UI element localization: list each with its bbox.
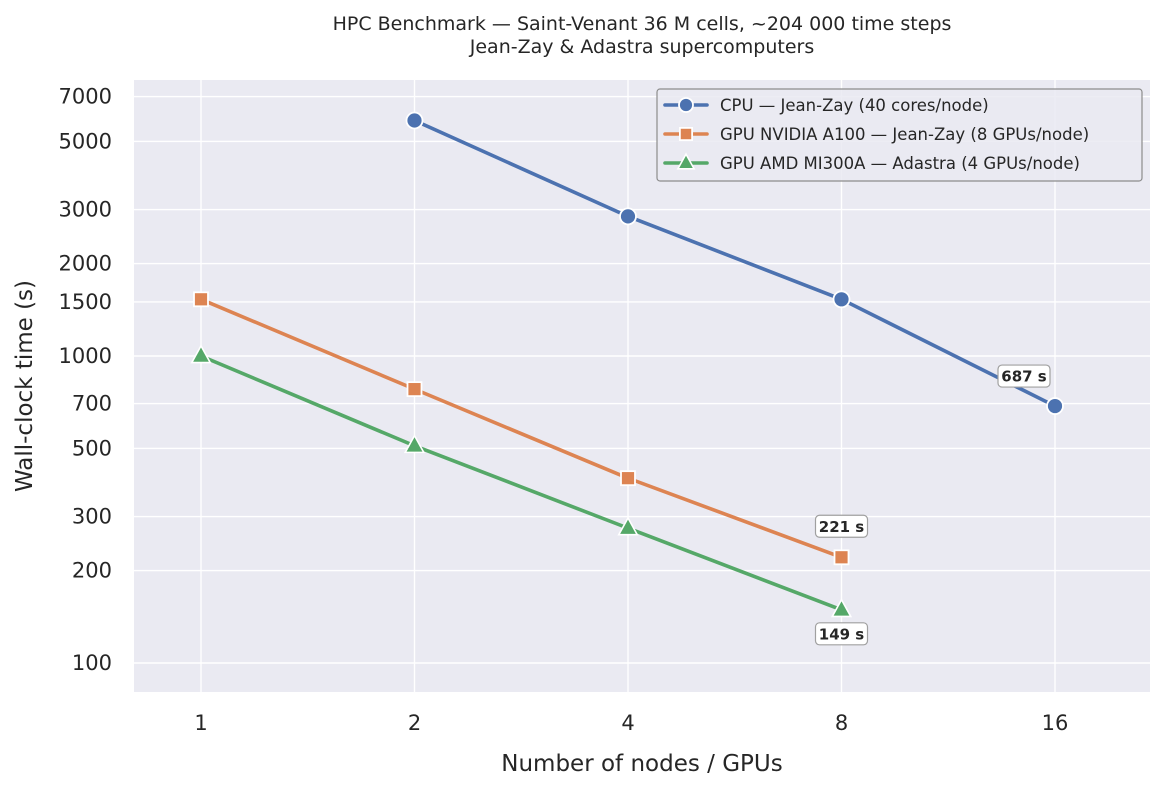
- y-axis-label: Wall-clock time (s): [12, 280, 38, 492]
- data-point: [620, 470, 636, 487]
- legend-marker: [678, 126, 694, 142]
- plot-area: [134, 80, 1150, 692]
- chart-title: HPC Benchmark — Saint-Venant 36 M cells,…: [333, 13, 952, 35]
- legend-entry: GPU NVIDIA A100 — Jean-Zay (8 GPUs/node): [720, 125, 1089, 144]
- data-point: [832, 290, 851, 309]
- legend-frame: [656, 88, 1143, 182]
- legend-entry: CPU — Jean-Zay (40 cores/node): [720, 96, 989, 115]
- data-point: [193, 291, 209, 308]
- legend-marker: [678, 97, 694, 113]
- grid-lines: [134, 80, 1150, 692]
- x-axis-label: Number of nodes / GPUs: [501, 751, 782, 777]
- annotations: 687 s 221 s 149 s: [814, 364, 1051, 646]
- y-tick-label: 300: [72, 505, 112, 529]
- annotation-label: 149 s: [819, 625, 865, 643]
- y-tick-label: 700: [72, 392, 112, 416]
- axis-ticks: 1 2 4 8 16 100 200 300 500 700 1000 1500 2000 3000 500…: [59, 85, 1069, 735]
- data-point: [619, 207, 637, 226]
- y-tick-label: 7000: [59, 85, 112, 109]
- data-point: [1046, 397, 1064, 415]
- y-tick-label: 200: [72, 559, 112, 583]
- legend-marker: [676, 152, 696, 170]
- annotation-label: 687 s: [1001, 368, 1047, 386]
- y-tick-label: 3000: [59, 198, 112, 222]
- data-point: [830, 598, 853, 618]
- legend-entry: GPU AMD MI300A — Adastra (4 GPUs/node): [720, 154, 1080, 173]
- chart-subtitle: Jean-Zay & Adastra supercomputers: [469, 36, 814, 58]
- series-line-2: [199, 297, 844, 560]
- y-tick-label: 1500: [59, 290, 112, 314]
- legend: CPU — Jean-Zay (40 cores/node) GPU NVIDIA…: [656, 88, 1143, 182]
- y-tick-label: 500: [72, 436, 112, 460]
- x-tick-label: 1: [194, 711, 207, 735]
- annotation-box: [997, 364, 1051, 388]
- x-tick-label: 8: [835, 711, 848, 735]
- data-point: [403, 434, 426, 454]
- x-tick-label: 4: [621, 711, 634, 735]
- y-tick-label: 1000: [59, 344, 112, 368]
- series-line-1: [412, 118, 1057, 408]
- annotation-box: [814, 622, 869, 646]
- data-point: [190, 344, 212, 364]
- y-tick-label: 100: [72, 651, 112, 675]
- series-group: [190, 111, 1064, 618]
- data-point: [833, 549, 850, 566]
- data-point: [617, 516, 639, 536]
- y-tick-label: 2000: [59, 252, 112, 276]
- annotation-box: [814, 514, 869, 538]
- series-line-3: [199, 354, 844, 612]
- data-point: [405, 111, 424, 130]
- y-tick-label: 5000: [59, 129, 112, 153]
- annotation-label: 221 s: [819, 518, 865, 536]
- x-tick-label: 16: [1042, 711, 1069, 735]
- data-point: [406, 381, 423, 398]
- x-tick-label: 2: [408, 711, 421, 735]
